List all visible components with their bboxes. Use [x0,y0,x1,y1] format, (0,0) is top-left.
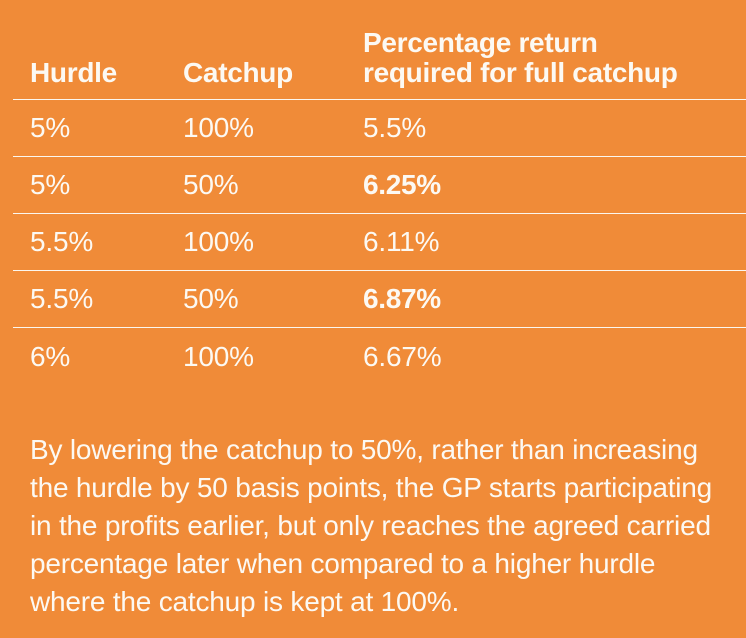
table-row: 6% 100% 6.67% [13,328,746,385]
column-header-hurdle: Hurdle [30,57,117,88]
column-header-catchup: Catchup [183,57,293,88]
table-row: 5% 100% 5.5% [13,100,746,157]
catchup-cell: 100% [183,112,254,143]
table-row: 5% 50% 6.25% [13,157,746,214]
catchup-cell: 100% [183,226,254,257]
required-return-cell: 6.11% [363,226,440,257]
explanatory-note: By lowering the catchup to 50%, rather t… [30,434,713,617]
table-body: 5% 100% 5.5% 5% 50% 6.25% 5.5% 100% 6.11… [13,100,746,385]
catchup-cell: 100% [183,340,254,372]
table-header-row: Hurdle Catchup Percentage return require… [13,0,746,100]
hurdle-cell: 5.5% [30,226,94,257]
hurdle-cell: 5% [30,112,71,143]
table-row: 5.5% 50% 6.87% [13,271,746,328]
column-header-required-return: Percentage return required for full catc… [363,28,746,99]
hurdle-cell: 5.5% [30,283,94,314]
hurdle-catchup-table: Hurdle Catchup Percentage return require… [13,0,746,385]
catchup-cell: 50% [183,169,239,200]
required-return-cell: 5.5% [363,112,427,143]
required-return-cell: 6.67% [363,340,442,372]
required-return-cell: 6.25% [363,169,441,200]
catchup-cell: 50% [183,283,239,314]
table-row: 5.5% 100% 6.11% [13,214,746,271]
column-header-required-return-label: Percentage return required for full catc… [363,27,678,88]
hurdle-cell: 5% [30,169,71,200]
hurdle-cell: 6% [30,340,71,372]
required-return-cell: 6.87% [363,283,441,314]
